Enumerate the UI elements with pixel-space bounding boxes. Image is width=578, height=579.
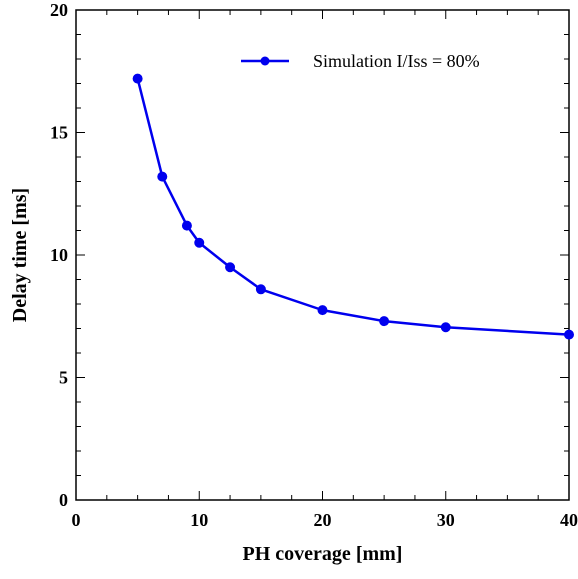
data-point <box>564 329 574 340</box>
series-line <box>136 78 570 336</box>
y-tick-label: 10 <box>50 245 68 265</box>
tick-labels: 0 10 20 30 40 0 5 10 15 20 <box>50 0 578 530</box>
plot-border <box>75 9 570 501</box>
axis-ticks <box>75 9 570 501</box>
legend-marker <box>260 56 270 66</box>
data-point <box>194 237 205 248</box>
x-axis-title: PH coverage [mm] <box>243 543 403 565</box>
y-axis-title: Delay time [ms] <box>9 188 31 322</box>
x-tick-label: 10 <box>190 510 208 530</box>
y-tick-label: 20 <box>50 0 68 20</box>
data-point <box>255 284 266 295</box>
x-tick-label: 20 <box>314 510 332 530</box>
legend-label: Simulation I/Iss = 80% <box>313 51 480 71</box>
y-tick-label: 5 <box>59 368 68 388</box>
legend: Simulation I/Iss = 80% <box>241 51 480 71</box>
data-point <box>132 73 143 84</box>
data-point <box>317 305 328 316</box>
data-point <box>440 322 451 333</box>
data-point <box>225 262 236 273</box>
data-point <box>181 220 192 231</box>
data-point <box>379 316 390 327</box>
y-tick-label: 15 <box>50 123 68 143</box>
x-tick-label: 30 <box>437 510 455 530</box>
y-tick-label: 0 <box>59 490 68 510</box>
data-point <box>157 171 168 182</box>
x-tick-label: 0 <box>72 510 81 530</box>
plot-frame <box>75 9 570 501</box>
x-tick-label: 40 <box>560 510 578 530</box>
data-series <box>132 73 574 340</box>
